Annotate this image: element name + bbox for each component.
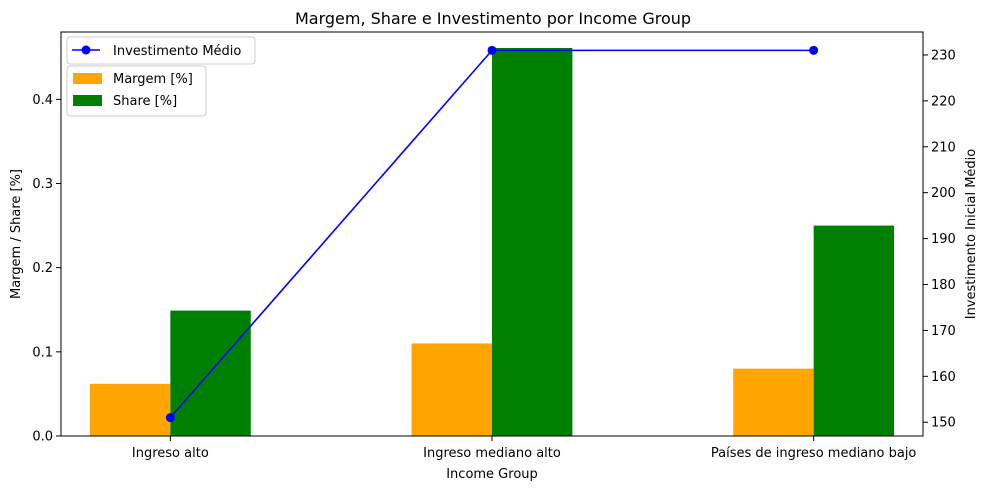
y2-tick-label-5: 200	[931, 186, 956, 201]
legend-bars: Margem [%] Share [%]	[66, 65, 207, 117]
legend-line-marker	[81, 45, 91, 55]
y2-tick-label-0: 150	[931, 416, 956, 431]
legend-bar-label-0: Margem [%]	[113, 72, 193, 87]
y2-tick-label-8: 230	[931, 48, 956, 63]
x-axis-title: Income Group	[446, 467, 538, 482]
line-layer	[165, 45, 819, 423]
y-tick-label-1: 0.1	[32, 345, 53, 360]
left-axis: 0.0 0.1 0.2 0.3 0.4	[32, 93, 61, 445]
bar-share-0	[170, 310, 251, 436]
y2-axis-title: Investimento Inicial Médio	[964, 149, 979, 320]
y2-tick-label-3: 180	[931, 278, 956, 293]
legend-bar-swatch-0	[73, 73, 102, 84]
x-tick-label-0: Ingreso alto	[132, 446, 209, 461]
y-axis-title: Margem / Share [%]	[9, 169, 24, 299]
right-axis: 150 160 170 180 190 200 210 220 230	[923, 48, 956, 431]
bar-margem-0	[89, 383, 171, 436]
y2-tick-label-4: 190	[931, 232, 956, 247]
bar-layer	[89, 47, 895, 436]
y2-tick-label-1: 160	[931, 370, 956, 385]
legend-line-label: Investimento Médio	[113, 44, 241, 59]
x-axis: Ingreso alto Ingreso mediano alto Países d…	[132, 436, 917, 461]
legend-bar-swatch-1	[73, 95, 102, 106]
bar-margem-1	[411, 343, 492, 436]
y-tick-label-3: 0.3	[32, 177, 53, 192]
y2-tick-label-7: 220	[931, 94, 956, 109]
legend-line-frame	[66, 36, 256, 65]
y-tick-label-4: 0.4	[32, 93, 53, 108]
bar-margem-2	[733, 368, 814, 436]
y2-tick-label-6: 210	[931, 140, 956, 155]
y2-tick-label-2: 170	[931, 324, 956, 339]
y-tick-label-2: 0.2	[32, 261, 53, 276]
chart-title: Margem, Share e Investimento por Income …	[295, 9, 691, 28]
bar-share-1	[492, 47, 573, 436]
line-point-0	[165, 413, 175, 423]
x-tick-label-2: Países de ingreso mediano bajo	[711, 446, 917, 461]
legend-bar-label-1: Share [%]	[113, 94, 177, 109]
y-tick-label-0: 0.0	[32, 430, 53, 445]
x-tick-label-1: Ingreso mediano alto	[423, 446, 561, 461]
line-point-1	[487, 45, 497, 55]
line-point-2	[809, 45, 819, 55]
bar-share-2	[813, 225, 895, 436]
legend-line: Investimento Médio	[66, 36, 256, 65]
